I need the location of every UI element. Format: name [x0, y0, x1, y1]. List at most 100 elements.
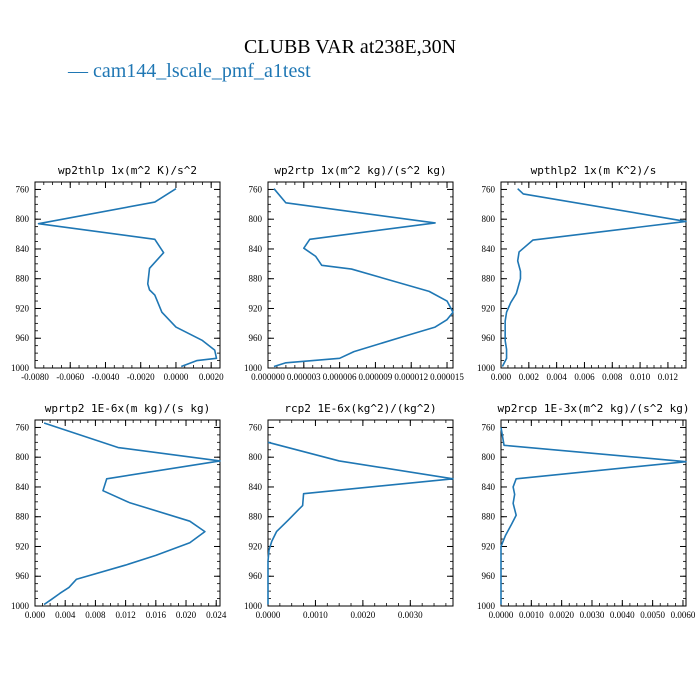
- panel-1: wp2thlp 1x(m^2 K)/s^2 -0.0080 -0.0060 -0.00…: [11, 164, 224, 382]
- x-tick-label: 0.0000: [164, 372, 189, 382]
- x-tick-label: 0.000003: [287, 372, 321, 382]
- x-tick-label: 0.012: [115, 610, 135, 620]
- y-tick-label: 880: [249, 274, 263, 284]
- x-tick-label: 0.0030: [398, 610, 423, 620]
- y-tick-label: 760: [16, 184, 30, 194]
- y-tick-label: 800: [16, 214, 30, 224]
- panel-5: rcp2 1E-6x(kg^2)/(kg^2) 0.0000 0.0010 0.002…: [244, 402, 454, 620]
- panel-title: wp2rtp 1x(m^2 kg)/(s^2 kg): [274, 164, 446, 177]
- plot-frame: [267, 419, 454, 607]
- x-tick-label: 0.000015: [430, 372, 464, 382]
- x-tick-label: 0.0040: [610, 610, 635, 620]
- panel-title: wp2rcp 1E-3x(m^2 kg)/(s^2 kg): [497, 402, 689, 415]
- y-tick-label: 960: [482, 571, 496, 581]
- x-tick-label: 0.002: [519, 372, 539, 382]
- y-tick-label: 840: [16, 482, 30, 492]
- x-tick-label: 0.016: [146, 610, 167, 620]
- y-tick-label: 800: [249, 452, 263, 462]
- panel-6: wp2rcp 1E-3x(m^2 kg)/(s^2 kg) 0.0000 0.001…: [477, 402, 696, 620]
- series-line: [43, 422, 221, 606]
- y-tick-label: 1000: [11, 363, 30, 373]
- y-tick-label: 800: [249, 214, 263, 224]
- x-tick-label: 0.0000: [489, 610, 514, 620]
- series-line: [501, 188, 687, 367]
- x-tick-label: 0.000009: [359, 372, 393, 382]
- y-tick-label: 840: [482, 244, 496, 254]
- y-tick-label: 760: [249, 184, 263, 194]
- series-line: [37, 188, 218, 368]
- x-tick-label: 0.0050: [640, 610, 665, 620]
- x-tick-label: 0.000000: [251, 372, 285, 382]
- x-tick-label: -0.0020: [127, 372, 155, 382]
- panel-title: wp2thlp 1x(m^2 K)/s^2: [58, 164, 197, 177]
- y-tick-label: 840: [16, 244, 30, 254]
- x-tick-label: 0.020: [176, 610, 197, 620]
- x-tick-label: 0.008: [85, 610, 106, 620]
- y-tick-label: 1000: [477, 363, 496, 373]
- panel-title: rcp2 1E-6x(kg^2)/(kg^2): [284, 402, 436, 415]
- panel-2: wp2rtp 1x(m^2 kg)/(s^2 kg)0.000000 0.0000…: [244, 164, 464, 382]
- y-tick-label: 880: [249, 512, 263, 522]
- x-tick-label: 0.004: [55, 610, 76, 620]
- x-tick-label: 0.0020: [549, 610, 574, 620]
- x-tick-label: 0.0030: [580, 610, 605, 620]
- x-tick-label: 0.000012: [394, 372, 428, 382]
- y-tick-label: 920: [249, 541, 263, 551]
- x-tick-label: 0.012: [658, 372, 678, 382]
- y-tick-label: 960: [482, 333, 496, 343]
- y-tick-label: 960: [16, 333, 30, 343]
- y-tick-label: 960: [249, 333, 263, 343]
- series-line: [500, 427, 687, 605]
- plot-frame: [500, 181, 687, 369]
- y-tick-label: 1000: [244, 601, 263, 611]
- x-tick-label: 0.0000: [256, 610, 281, 620]
- x-tick-label: 0.004: [547, 372, 568, 382]
- plot-frame: [34, 181, 221, 369]
- y-tick-label: 800: [482, 214, 496, 224]
- y-tick-label: 760: [249, 422, 263, 432]
- panel-title: wpthlp2 1x(m K^2)/s: [531, 164, 657, 177]
- x-tick-label: 0.010: [630, 372, 651, 382]
- x-tick-label: 0.0020: [350, 610, 375, 620]
- x-tick-label: 0.006: [574, 372, 595, 382]
- y-tick-label: 800: [482, 452, 496, 462]
- y-tick-label: 840: [482, 482, 496, 492]
- y-tick-label: 760: [16, 422, 30, 432]
- plot-frame: [267, 181, 454, 369]
- plot-frame: [500, 419, 687, 607]
- x-tick-label: 0.000006: [323, 372, 357, 382]
- y-tick-label: 880: [16, 274, 30, 284]
- x-tick-label: -0.0060: [56, 372, 84, 382]
- y-tick-label: 760: [482, 422, 496, 432]
- y-tick-label: 920: [16, 303, 30, 313]
- y-tick-label: 840: [249, 244, 263, 254]
- y-tick-label: 760: [482, 184, 496, 194]
- series-line: [267, 441, 454, 605]
- x-tick-label: 0.008: [602, 372, 623, 382]
- panel-title: wprtp2 1E-6x(m kg)/(s kg): [45, 402, 211, 415]
- y-tick-label: 1000: [11, 601, 30, 611]
- y-tick-label: 880: [482, 274, 496, 284]
- y-tick-label: 920: [249, 303, 263, 313]
- y-tick-label: 960: [249, 571, 263, 581]
- series-line: [273, 188, 454, 368]
- y-tick-label: 960: [16, 571, 30, 581]
- y-tick-label: 920: [16, 541, 30, 551]
- x-tick-label: 0.000: [491, 372, 512, 382]
- y-tick-label: 1000: [477, 601, 496, 611]
- x-tick-label: 0.0010: [303, 610, 328, 620]
- y-tick-label: 840: [249, 482, 263, 492]
- x-tick-label: -0.0040: [92, 372, 120, 382]
- panel-3: wpthlp2 1x(m K^2)/s 0.000 0.002 0.004 0.006 0…: [477, 164, 687, 382]
- figure-title: CLUBB VAR at238E,30N: [243, 36, 457, 58]
- y-tick-label: 800: [16, 452, 30, 462]
- panel-4: wprtp2 1E-6x(m kg)/(s kg) 0.000 0.004 0.008…: [11, 402, 227, 620]
- x-tick-label: 0.024: [206, 610, 227, 620]
- y-tick-label: 920: [482, 541, 496, 551]
- x-tick-label: 0.0060: [671, 610, 696, 620]
- x-tick-label: -0.0080: [21, 372, 49, 382]
- y-tick-label: 920: [482, 303, 496, 313]
- x-tick-label: 0.000: [25, 610, 46, 620]
- plot-frame: [34, 419, 221, 607]
